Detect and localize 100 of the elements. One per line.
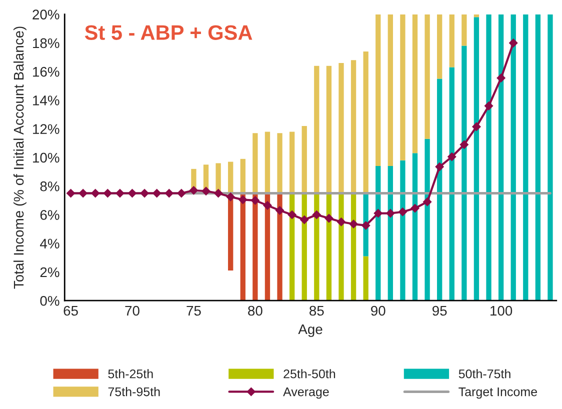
bar <box>376 166 381 301</box>
bar <box>437 78 442 301</box>
point <box>276 206 284 215</box>
legend-label: 25th-50th <box>284 369 336 378</box>
point <box>66 189 76 198</box>
bar <box>498 14 504 301</box>
point <box>484 102 493 110</box>
legend-label: 50th-75th <box>458 369 510 378</box>
y-tick-label: 12% <box>33 124 60 134</box>
point <box>349 220 358 228</box>
point <box>140 189 149 198</box>
point <box>386 209 395 218</box>
x-tick-label: 65 <box>64 306 78 316</box>
point <box>238 195 248 204</box>
bar <box>437 14 442 79</box>
point <box>398 208 407 216</box>
point <box>250 196 260 205</box>
bar <box>240 158 246 194</box>
bar <box>486 14 492 301</box>
point <box>263 201 272 210</box>
point <box>410 204 420 213</box>
point <box>423 198 432 206</box>
point <box>362 221 370 230</box>
x-tick-label: 75 <box>186 306 201 316</box>
point <box>78 189 88 198</box>
point <box>128 189 136 198</box>
point <box>300 216 309 224</box>
y-tick-label: 6% <box>40 210 60 220</box>
bar <box>424 14 430 139</box>
point <box>91 189 100 198</box>
point <box>152 189 162 198</box>
y-tick-label: 4% <box>40 238 60 248</box>
bar <box>548 14 553 301</box>
bar <box>388 166 393 301</box>
point <box>324 214 334 223</box>
bar <box>474 17 480 301</box>
y-tick-label: 2% <box>40 267 60 278</box>
point <box>509 38 518 48</box>
bar <box>412 14 418 154</box>
y-tick-label: 14% <box>33 96 60 106</box>
bar <box>350 60 356 194</box>
y-tick-label: 20% <box>32 10 60 20</box>
point <box>103 189 112 198</box>
point <box>116 189 124 198</box>
bar <box>228 162 234 194</box>
y-tick-label: 16% <box>33 66 60 77</box>
x-tick-label: 100 <box>490 306 512 316</box>
point <box>496 74 506 82</box>
bar <box>523 14 528 301</box>
y-tick-label: 18% <box>33 38 60 48</box>
x-axis-title: Age <box>298 324 322 337</box>
y-tick-label: 10% <box>33 152 60 163</box>
legend-label: 75th-95th <box>108 387 160 396</box>
y-tick-label: 8% <box>40 181 60 192</box>
bar <box>363 52 368 194</box>
bar <box>277 193 282 301</box>
point <box>337 218 346 226</box>
bar <box>302 126 307 194</box>
point <box>214 189 223 198</box>
point <box>288 210 296 219</box>
y-tick-label: 0% <box>40 296 60 306</box>
bar <box>462 46 467 301</box>
point <box>202 186 210 196</box>
bar <box>363 256 368 301</box>
point <box>472 122 481 131</box>
x-tick-label: 90 <box>371 306 386 316</box>
point <box>374 209 382 218</box>
bar <box>277 133 282 194</box>
chart-title: St 5 - ABP + GSA <box>84 25 252 40</box>
bar <box>264 132 270 194</box>
point <box>435 162 444 171</box>
bar <box>326 66 332 194</box>
bar <box>338 193 344 301</box>
point <box>164 189 174 198</box>
y-axis-title: Total Income (% of Initial Account Balance) <box>13 26 26 289</box>
bar <box>462 14 467 46</box>
legend-label: Average <box>283 387 329 399</box>
bar <box>252 193 258 301</box>
bar <box>424 138 430 301</box>
bar <box>252 133 258 194</box>
x-tick-label: 85 <box>310 306 324 316</box>
point <box>460 140 468 149</box>
bar <box>449 67 454 301</box>
bar <box>510 14 516 301</box>
point <box>189 186 198 195</box>
bar <box>314 66 320 194</box>
bar <box>289 132 295 194</box>
bar <box>400 14 406 160</box>
x-tick-label: 80 <box>248 306 262 316</box>
point <box>226 192 235 202</box>
legend-label: Target Income <box>458 387 537 399</box>
point <box>177 189 186 198</box>
bar <box>400 160 406 301</box>
bar <box>376 14 381 166</box>
point <box>312 210 321 219</box>
bar <box>535 14 541 301</box>
x-tick-label: 70 <box>125 306 140 316</box>
x-tick-label: 95 <box>432 306 447 316</box>
point <box>448 152 456 161</box>
legend-label: 5th-25th <box>108 369 153 378</box>
